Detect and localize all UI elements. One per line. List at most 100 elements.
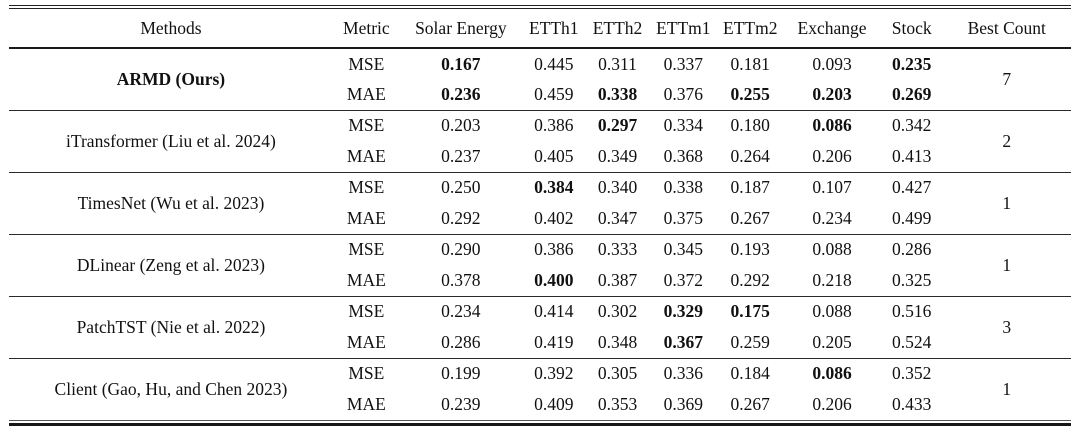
metric-value: 0.384 (534, 177, 574, 198)
metric-value: 0.086 (812, 115, 852, 136)
metric-value: 0.333 (597, 239, 638, 260)
best-count: 1 (1002, 192, 1012, 213)
metric-value: 0.516 (891, 301, 932, 322)
metric-value: 0.405 (534, 145, 574, 166)
header-exchange: Exchange (797, 17, 867, 38)
results-table-frame: Methods Metric Solar Energy ETTh1 ETTh2 … (9, 5, 1071, 420)
metric-value: 0.348 (597, 331, 638, 352)
metric-value: 0.264 (730, 145, 770, 166)
metric-value: 0.353 (597, 394, 638, 414)
metric-label: MSE (348, 363, 385, 384)
best-count: 1 (1002, 378, 1012, 399)
method-name: iTransformer (Liu et al. 2024) (66, 130, 276, 151)
metric-value: 0.345 (663, 239, 704, 260)
best-count: 7 (1002, 68, 1012, 89)
metric-label: MSE (348, 177, 385, 198)
metric-value: 0.181 (730, 53, 770, 74)
metric-value: 0.180 (730, 115, 770, 136)
metric-value: 0.413 (891, 145, 932, 166)
metric-value: 0.107 (812, 177, 852, 198)
table-row: ARMD (Ours) MSE 0.167 0.445 0.311 0.337 0.181 0… (9, 48, 1071, 89)
metric-value: 0.086 (812, 363, 852, 384)
metric-label: MAE (346, 83, 386, 104)
metric-value: 0.400 (534, 269, 574, 290)
method-name: PatchTST (Nie et al. 2022) (76, 316, 266, 337)
metric-value: 0.338 (597, 83, 638, 104)
metric-value: 0.267 (730, 207, 770, 228)
metric-value: 0.297 (597, 115, 638, 136)
metric-label: MAE (346, 269, 386, 290)
metric-label: MSE (348, 239, 385, 260)
metric-value: 0.235 (891, 53, 932, 74)
metric-value: 0.402 (534, 207, 574, 228)
table-row: DLinear (Zeng et al. 2023) MSE 0.290 0.386 0… (9, 234, 1071, 275)
metric-value: 0.414 (534, 301, 574, 322)
metric-value: 0.342 (891, 115, 932, 136)
metric-value: 0.369 (663, 394, 704, 414)
metric-value: 0.199 (441, 363, 481, 384)
metric-value: 0.234 (812, 207, 852, 228)
metric-value: 0.175 (730, 301, 770, 322)
metric-value: 0.524 (891, 331, 932, 352)
header-stock: Stock (891, 17, 932, 38)
metric-label: MSE (348, 53, 385, 74)
metric-value: 0.352 (891, 363, 932, 384)
best-count: 1 (1002, 254, 1012, 275)
metric-value: 0.184 (730, 363, 770, 384)
paper-results-page: Methods Metric Solar Energy ETTh1 ETTh2 … (9, 5, 1071, 426)
metric-value: 0.093 (812, 53, 852, 74)
table-row: MAE 0.239 0.409 0.353 0.369 0.267 0.206 0.433 (9, 389, 1071, 420)
metric-label: MAE (346, 145, 386, 166)
table-row: MAE 0.378 0.400 0.387 0.372 0.292 0.218 0.325 (9, 265, 1071, 296)
metric-value: 0.334 (663, 115, 704, 136)
metric-value: 0.340 (597, 177, 638, 198)
metric-value: 0.292 (441, 207, 481, 228)
metric-value: 0.286 (891, 239, 932, 260)
metric-value: 0.325 (891, 269, 932, 290)
metric-value: 0.302 (597, 301, 638, 322)
header-solar-energy: Solar Energy (415, 17, 507, 38)
metric-value: 0.459 (534, 83, 574, 104)
method-name: ARMD (Ours) (116, 68, 226, 89)
header-etth1: ETTh1 (528, 17, 579, 38)
best-count: 3 (1002, 316, 1012, 337)
metric-value: 0.237 (441, 145, 481, 166)
header-row: Methods Metric Solar Energy ETTh1 ETTh2 … (9, 9, 1071, 48)
metric-value: 0.433 (891, 394, 932, 414)
metric-value: 0.349 (597, 145, 638, 166)
metric-value: 0.368 (663, 145, 704, 166)
metric-value: 0.269 (891, 83, 932, 104)
method-name: TimesNet (Wu et al. 2023) (77, 192, 265, 213)
metric-value: 0.378 (441, 269, 481, 290)
header-ettm2: ETTm2 (723, 17, 778, 38)
metric-value: 0.392 (534, 363, 574, 384)
metric-value: 0.367 (663, 331, 704, 352)
metric-value: 0.290 (441, 239, 481, 260)
metric-value: 0.387 (597, 269, 638, 290)
metric-value: 0.250 (441, 177, 481, 198)
metric-value: 0.305 (597, 363, 638, 384)
best-count: 2 (1002, 130, 1012, 151)
table-row: PatchTST (Nie et al. 2022) MSE 0.234 0.414 0… (9, 296, 1071, 337)
metric-value: 0.193 (730, 239, 770, 260)
metric-value: 0.239 (441, 394, 481, 414)
metric-value: 0.203 (441, 115, 481, 136)
metric-value: 0.427 (891, 177, 932, 198)
table-row: MAE 0.237 0.405 0.349 0.368 0.264 0.206 0.413 (9, 141, 1071, 172)
table-row: MAE 0.236 0.459 0.338 0.376 0.255 0.203 0.269 (9, 79, 1071, 110)
header-etth2: ETTh2 (592, 17, 643, 38)
metric-value: 0.205 (812, 331, 852, 352)
metric-value: 0.259 (730, 331, 770, 352)
metric-value: 0.337 (663, 53, 704, 74)
table-row: TimesNet (Wu et al. 2023) MSE 0.250 0.384 0.… (9, 172, 1071, 213)
metric-value: 0.088 (812, 239, 852, 260)
metric-value: 0.499 (891, 207, 932, 228)
method-name: DLinear (Zeng et al. 2023) (76, 254, 265, 275)
metric-value: 0.234 (441, 301, 481, 322)
metric-label: MSE (348, 301, 385, 322)
metric-value: 0.338 (663, 177, 704, 198)
metric-value: 0.336 (663, 363, 704, 384)
table-row: MAE 0.286 0.419 0.348 0.367 0.259 0.205 0.524 (9, 327, 1071, 358)
table-body: ARMD (Ours) MSE 0.167 0.445 0.311 0.337 0.181 0… (9, 48, 1071, 420)
table-row: MAE 0.292 0.402 0.347 0.375 0.267 0.234 0.499 (9, 203, 1071, 234)
